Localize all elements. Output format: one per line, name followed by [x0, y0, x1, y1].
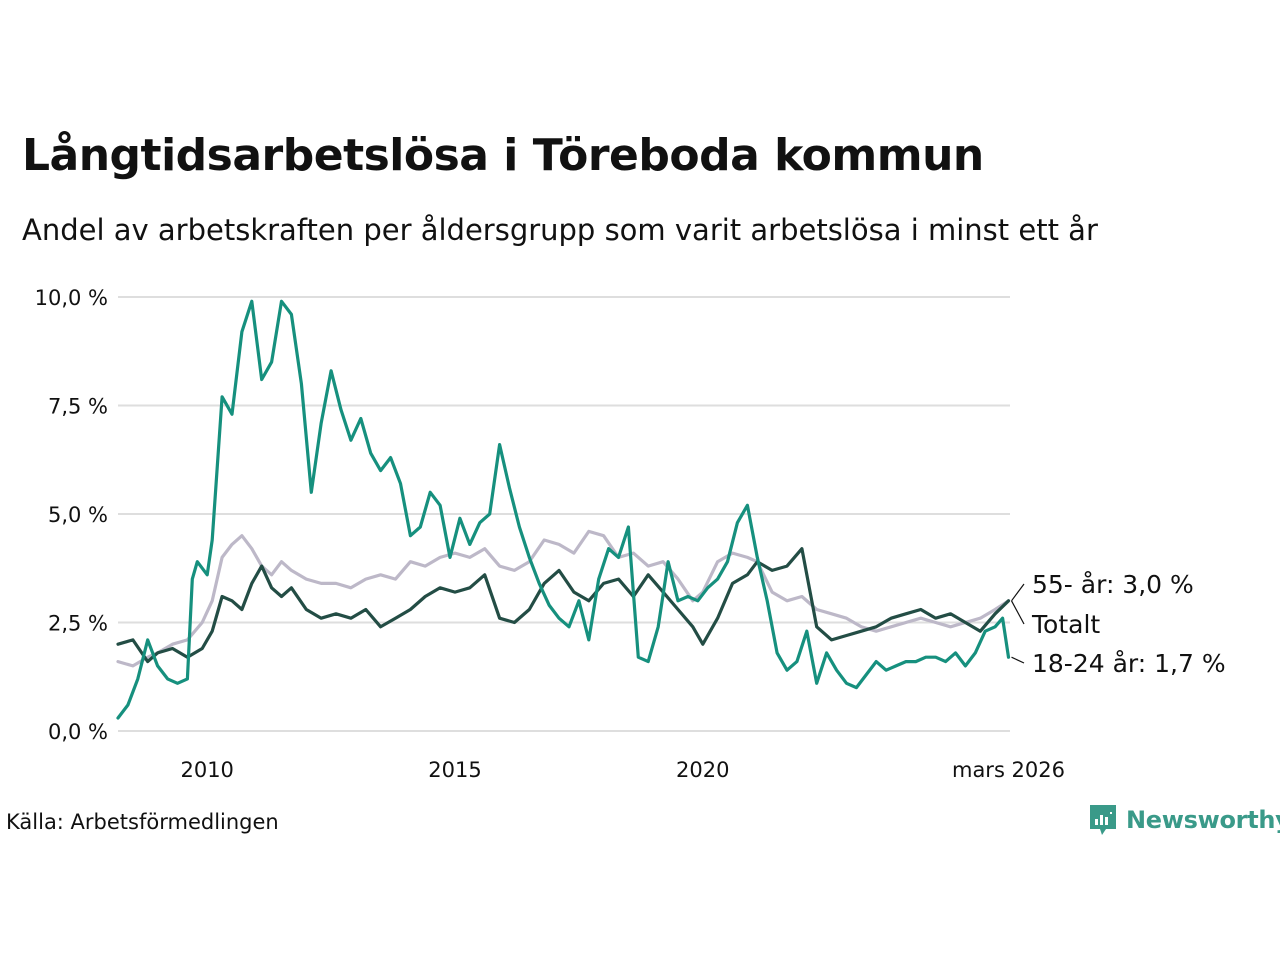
end-label-leader [1010, 600, 1025, 625]
series-line-youth [116, 299, 1011, 720]
y-tick-label: 2,5 % [48, 612, 108, 636]
newsworthy-logo-icon [1090, 805, 1116, 835]
series-lines [116, 299, 1011, 720]
y-tick-label: 0,0 % [48, 720, 108, 744]
brand-logo: Newsworthy [1088, 803, 1280, 837]
brand-name: Newsworthy [1126, 806, 1280, 834]
source-note: Källa: Arbetsförmedlingen [6, 810, 279, 834]
chart-subtitle: Andel av arbetskraften per åldersgrupp s… [22, 213, 1098, 247]
x-axis-ticks: 2010 2015 2020 mars 2026 [180, 758, 1065, 782]
x-tick-label: 2010 [180, 758, 233, 782]
end-labels: 55- år: 3,0 % Totalt 18-24 år: 1,7 % [1010, 570, 1226, 678]
end-label-leader [1011, 583, 1025, 602]
end-label-youth: 18-24 år: 1,7 % [1032, 649, 1226, 678]
series-line-total [116, 547, 1011, 664]
y-axis-ticks: 0,0 % 2,5 % 5,0 % 7,5 % 10,0 % [35, 286, 108, 744]
y-tick-label: 10,0 % [35, 286, 108, 310]
end-label-older: 55- år: 3,0 % [1032, 570, 1194, 599]
end-label-leader [1011, 656, 1025, 664]
x-tick-label: 2015 [428, 758, 481, 782]
y-tick-label: 5,0 % [48, 503, 108, 527]
end-label-total: Totalt [1031, 610, 1100, 639]
grid-lines [118, 296, 1010, 732]
chart-title: Långtidsarbetslösa i Töreboda kommun [22, 130, 984, 181]
y-tick-label: 7,5 % [48, 395, 108, 419]
series-line-older [116, 529, 1011, 668]
x-tick-label: 2020 [676, 758, 729, 782]
x-tick-label: mars 2026 [952, 758, 1065, 782]
